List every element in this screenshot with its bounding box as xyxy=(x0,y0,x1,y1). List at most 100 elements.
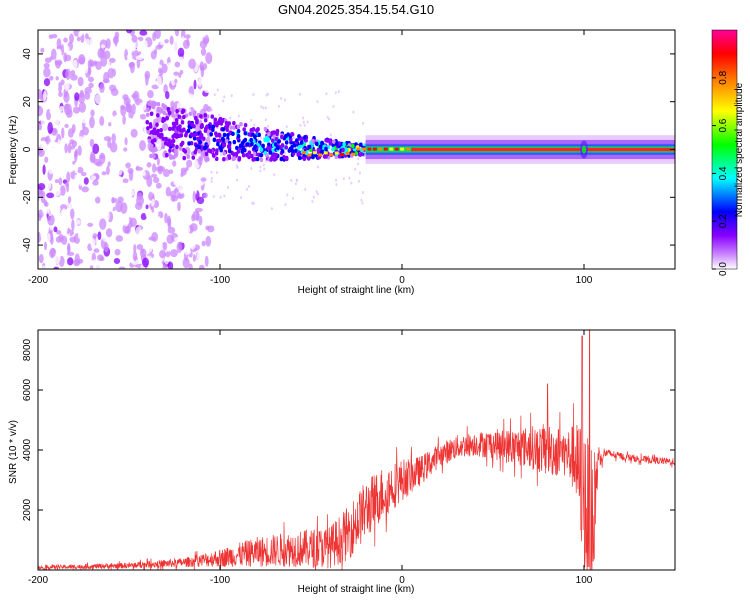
noise-speckle xyxy=(65,108,73,118)
noise-speckle xyxy=(219,195,222,199)
signal-cell xyxy=(247,132,252,137)
noise-speckle xyxy=(326,115,329,119)
noise-speckle xyxy=(328,117,331,121)
signal-cell xyxy=(284,140,289,145)
noise-speckle xyxy=(173,177,179,186)
noise-speckle xyxy=(293,136,296,140)
signal-cell xyxy=(252,151,257,157)
colorbar-tick-label: 0.6 xyxy=(718,118,729,132)
signal-cell xyxy=(221,127,226,132)
signal-cell xyxy=(146,107,150,112)
signal-dash xyxy=(351,152,356,156)
figure-title: GN04.2025.354.15.54.G10 xyxy=(278,2,434,17)
signal-cell xyxy=(163,141,168,146)
noise-speckle xyxy=(146,162,152,168)
noise-speckle xyxy=(107,147,112,157)
noise-speckle xyxy=(312,195,315,199)
signal-cell xyxy=(267,131,271,137)
noise-speckle xyxy=(108,84,117,92)
noise-speckle xyxy=(270,207,273,211)
noise-speckle xyxy=(43,67,51,78)
signal-cell xyxy=(255,156,260,162)
noise-speckle xyxy=(99,218,107,230)
noise-speckle xyxy=(42,164,46,175)
noise-speckle xyxy=(81,186,90,193)
noise-speckle xyxy=(188,263,193,269)
noise-speckle xyxy=(188,58,196,69)
noise-speckle xyxy=(180,167,188,173)
noise-speckle xyxy=(166,62,174,74)
signal-cell xyxy=(188,111,193,117)
signal-cell xyxy=(290,132,295,137)
signal-cell xyxy=(156,113,160,118)
noise-speckle xyxy=(97,231,102,241)
noise-speckle xyxy=(157,195,161,201)
noise-speckle xyxy=(135,80,143,86)
colorbar-tick-label: 0.8 xyxy=(718,70,729,84)
noise-speckle xyxy=(117,196,124,203)
noise-speckle xyxy=(96,30,103,40)
noise-speckle xyxy=(176,191,185,200)
noise-speckle xyxy=(136,195,144,206)
signal-cell xyxy=(229,125,233,130)
signal-cell xyxy=(261,143,265,148)
noise-speckle xyxy=(294,182,297,186)
spectrogram-ylabel: Frequency (Hz) xyxy=(8,116,19,185)
noise-speckle xyxy=(92,179,99,186)
signal-cell xyxy=(174,117,179,123)
noise-speckle xyxy=(67,257,74,266)
signal-cell xyxy=(272,133,276,139)
y-tick-label: 4000 xyxy=(22,438,33,461)
noise-speckle xyxy=(69,208,75,220)
noise-speckle xyxy=(304,187,307,191)
noise-speckle xyxy=(51,37,57,50)
noise-speckle xyxy=(111,180,115,189)
signal-cell xyxy=(147,101,152,106)
noise-speckle xyxy=(67,242,71,255)
signal-cell xyxy=(341,147,345,153)
signal-cell xyxy=(240,148,245,153)
signal-cell xyxy=(169,154,173,159)
signal-cell xyxy=(161,136,166,142)
noise-speckle xyxy=(100,44,106,49)
signal-cell xyxy=(276,139,281,144)
noise-speckle xyxy=(113,123,120,134)
noise-speckle xyxy=(361,191,364,195)
signal-cell xyxy=(206,157,210,162)
noise-speckle xyxy=(95,161,103,167)
noise-speckle xyxy=(156,157,160,166)
signal-cell xyxy=(249,137,254,143)
signal-cell xyxy=(273,142,278,147)
noise-speckle xyxy=(165,186,171,197)
noise-speckle xyxy=(135,226,142,237)
noise-speckle xyxy=(196,250,203,262)
noise-speckle xyxy=(159,38,165,46)
noise-speckle xyxy=(69,33,74,44)
noise-speckle xyxy=(183,225,191,234)
signal-cell xyxy=(318,144,323,150)
noise-speckle xyxy=(101,204,105,212)
noise-speckle xyxy=(361,121,364,125)
noise-speckle xyxy=(51,127,58,136)
noise-speckle xyxy=(265,93,268,97)
noise-speckle xyxy=(354,167,357,171)
signal-dash xyxy=(301,151,306,155)
noise-speckle xyxy=(46,180,52,190)
noise-speckle xyxy=(80,172,87,177)
noise-speckle xyxy=(88,67,92,76)
signal-cell xyxy=(171,126,175,131)
signal-cell xyxy=(325,138,330,143)
colorbar-gradient xyxy=(711,29,738,270)
noise-speckle xyxy=(316,100,319,104)
signal-dash xyxy=(340,153,345,157)
signal-cell xyxy=(168,126,172,132)
noise-speckle xyxy=(299,123,302,127)
noise-speckle xyxy=(154,30,161,40)
noise-speckle xyxy=(235,164,238,168)
noise-speckle xyxy=(358,171,361,175)
noise-speckle xyxy=(194,92,200,100)
signal-cell xyxy=(320,141,324,146)
noise-speckle xyxy=(99,83,105,94)
signal-cell xyxy=(153,101,158,106)
noise-speckle xyxy=(77,76,84,87)
